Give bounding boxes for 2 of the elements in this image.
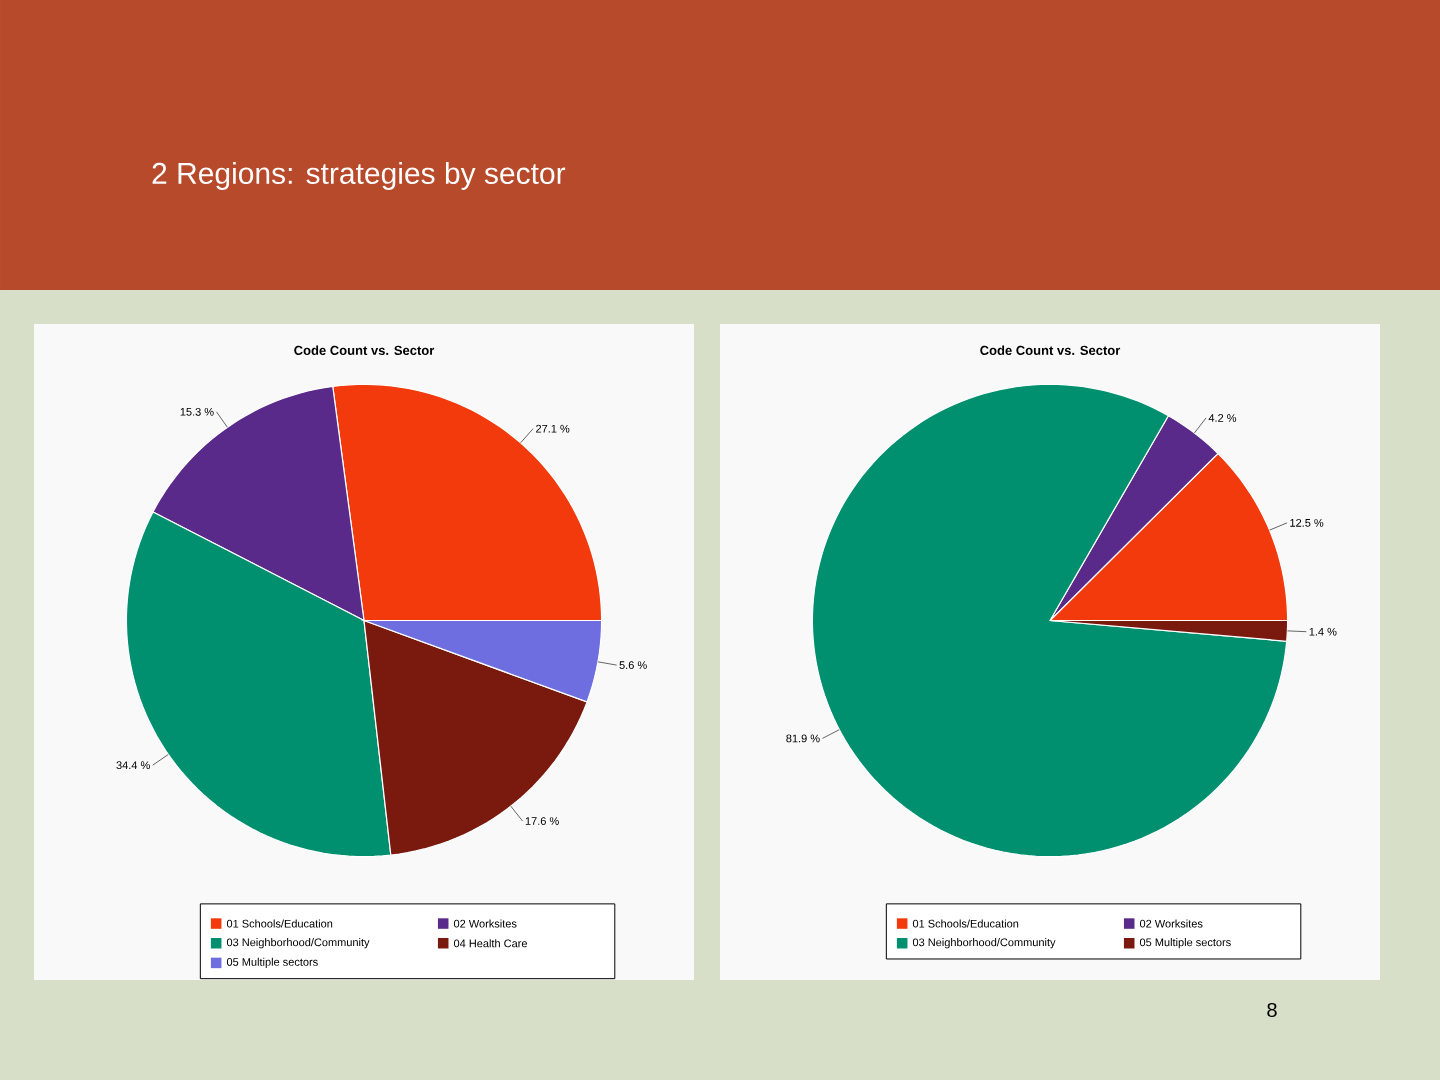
text: 8 xyxy=(1267,1002,1277,1018)
text: 2 Regions: strategies by sector xyxy=(152,162,566,190)
